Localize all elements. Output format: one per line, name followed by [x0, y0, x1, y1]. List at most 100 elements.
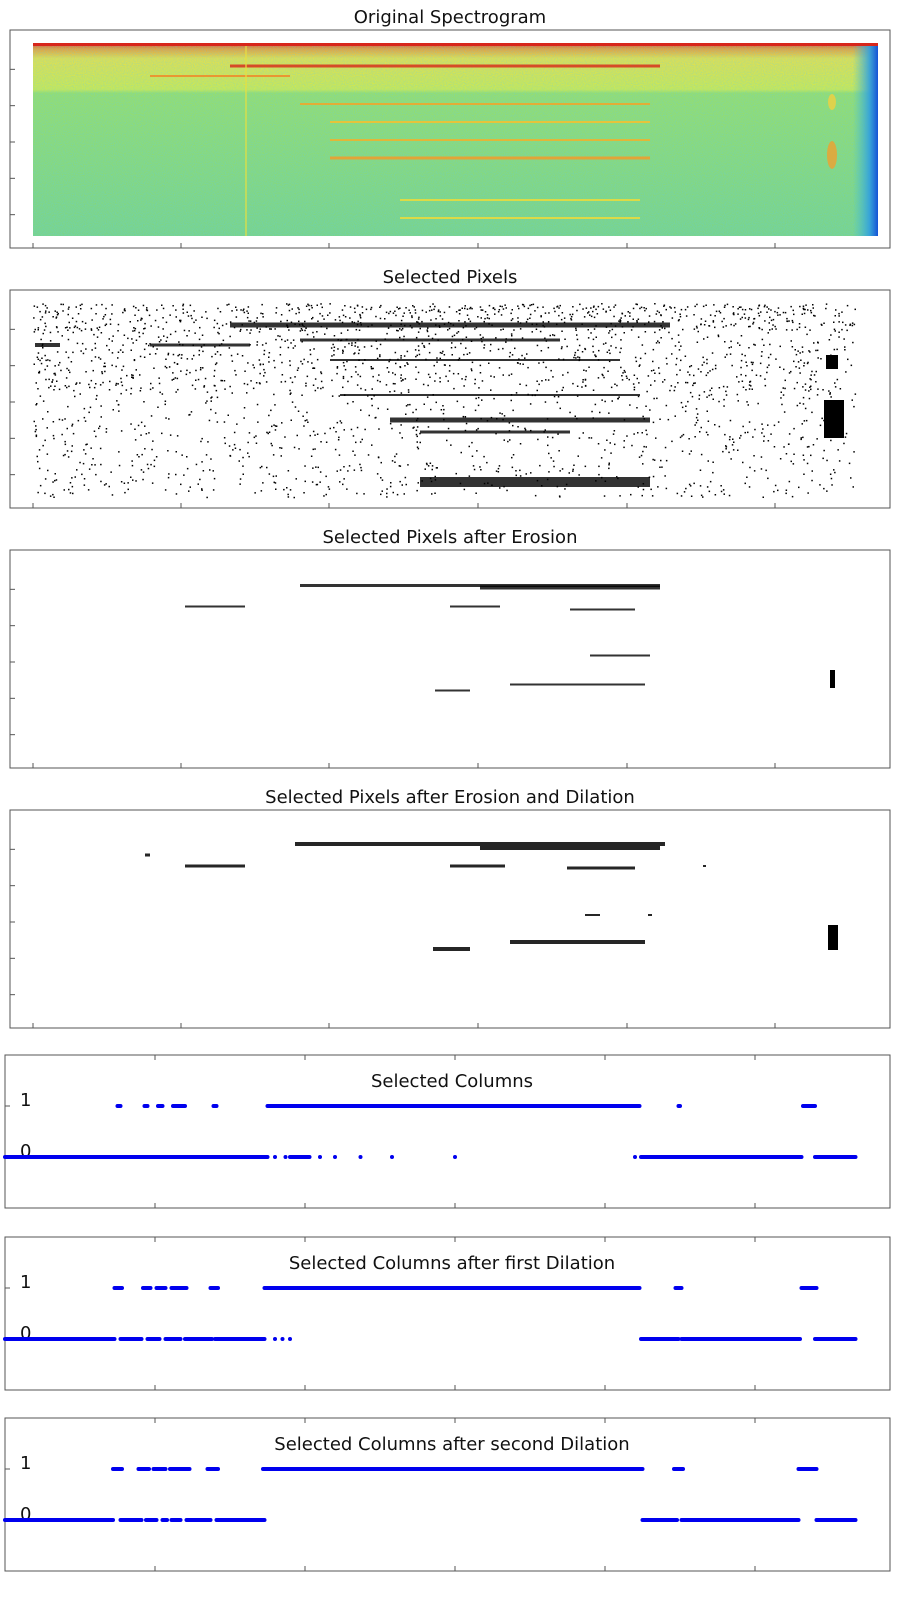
mask-pixel — [733, 325, 735, 327]
mask-pixel — [332, 395, 334, 397]
mask-pixel — [131, 350, 133, 352]
mask-pixel — [474, 383, 476, 385]
mask-pixel — [329, 303, 331, 305]
mask-pixel — [585, 379, 587, 381]
mask-pixel — [91, 360, 93, 362]
mask-pixel — [388, 327, 390, 329]
mask-pixel — [348, 343, 350, 345]
mask-pixel — [620, 320, 622, 322]
mask-pixel — [660, 460, 662, 462]
mask-pixel — [132, 342, 134, 344]
mask-pixel — [181, 354, 183, 356]
mask-pixel — [431, 309, 433, 311]
mask-pixel — [498, 471, 500, 473]
mask-pixel — [579, 304, 581, 306]
mask-pixel — [349, 465, 351, 467]
mask-pixel — [433, 309, 435, 311]
mask-pixel — [407, 464, 409, 466]
mask-pixel — [791, 461, 793, 463]
chart-title: Selected Pixels after Erosion — [323, 527, 578, 548]
mask-pixel — [626, 435, 628, 437]
mask-pixel — [481, 309, 483, 311]
mask-pixel — [654, 380, 656, 382]
mask-pixel — [597, 313, 599, 315]
mask-pixel — [217, 323, 219, 325]
mask-pixel — [48, 387, 50, 389]
mask-pixel — [337, 422, 339, 424]
mask-pixel — [428, 374, 430, 376]
mask-pixel — [417, 355, 419, 357]
mask-pixel — [112, 494, 114, 496]
mask-pixel — [117, 330, 119, 332]
mask-pixel — [257, 317, 259, 319]
mask-pixel — [805, 383, 807, 385]
mask-pixel — [247, 362, 249, 364]
mask-pixel — [482, 309, 484, 311]
mask-pixel — [543, 362, 545, 364]
mask-pixel — [535, 495, 537, 497]
mask-pixel — [439, 311, 441, 313]
mask-pixel — [289, 304, 291, 306]
mask-pixel — [561, 348, 563, 350]
mask-pixel — [100, 464, 102, 466]
mask-pixel — [813, 342, 815, 344]
mask-pixel — [397, 330, 399, 332]
mask-pixel — [324, 433, 326, 435]
mask-pixel — [279, 447, 281, 449]
mask-pixel — [601, 399, 603, 401]
mask-pixel — [738, 381, 740, 383]
mask-pixel — [41, 358, 43, 360]
mask-pixel — [577, 386, 579, 388]
mask-pixel — [554, 311, 556, 313]
mask-pixel — [85, 420, 87, 422]
mask-pixel — [416, 337, 418, 339]
mask-pixel — [834, 382, 836, 384]
mask-pixel — [493, 307, 495, 309]
mask-pixel — [35, 429, 37, 431]
mask-band — [420, 477, 650, 487]
mask-pixel — [778, 421, 780, 423]
mask-pixel — [463, 385, 465, 387]
mask-pixel — [575, 330, 577, 332]
mask-pixel — [685, 488, 687, 490]
mask-pixel — [803, 455, 805, 457]
mask-pixel — [298, 411, 300, 413]
mask-pixel — [615, 334, 617, 336]
mask-pixel — [37, 388, 39, 390]
mask-pixel — [691, 450, 693, 452]
mask-pixel — [417, 426, 419, 428]
mask-pixel — [261, 304, 263, 306]
mask-pixel — [201, 438, 203, 440]
mask-pixel — [244, 407, 246, 409]
mask-pixel — [815, 350, 817, 352]
mask-pixel — [286, 303, 288, 305]
mask-pixel — [469, 475, 471, 477]
mask-pixel — [351, 345, 353, 347]
mask-pixel — [229, 386, 231, 388]
mask-pixel — [72, 493, 74, 495]
mask-pixel — [274, 404, 276, 406]
mask-pixel — [613, 433, 615, 435]
mask-pixel — [317, 387, 319, 389]
mask-pixel — [778, 307, 780, 309]
mask-pixel — [45, 360, 47, 362]
mask-pixel — [511, 320, 513, 322]
mask-pixel — [465, 416, 467, 418]
mask-pixel — [605, 342, 607, 344]
mask-pixel — [517, 317, 519, 319]
mask-pixel — [671, 353, 673, 355]
mask-pixel — [40, 395, 42, 397]
mask-pixel — [789, 481, 791, 483]
mask-pixel — [360, 409, 362, 411]
mask-pixel — [335, 319, 337, 321]
mask-pixel — [752, 364, 754, 366]
mask-pixel — [660, 314, 662, 316]
mask-pixel — [409, 404, 411, 406]
mask-pixel — [415, 312, 417, 314]
mask-pixel — [656, 398, 658, 400]
mask-pixel — [209, 420, 211, 422]
mask-pixel — [186, 335, 188, 337]
mask-pixel — [706, 432, 708, 434]
mask-pixel — [793, 314, 795, 316]
mask-pixel — [658, 367, 660, 369]
